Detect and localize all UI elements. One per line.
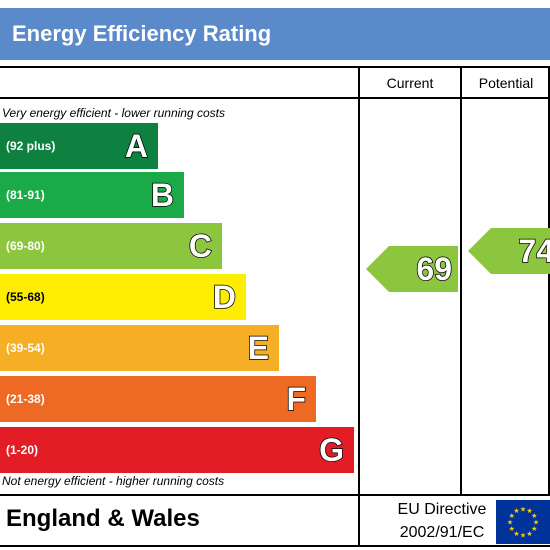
potential-rating-label-wrap: 74 bbox=[468, 228, 550, 274]
band-range: (55-68) bbox=[6, 290, 45, 304]
footer-divider bbox=[0, 494, 550, 496]
star-icon: ★ bbox=[509, 512, 515, 520]
region-label: England & Wales bbox=[6, 505, 200, 532]
band-a: (92 plus) A bbox=[0, 123, 158, 169]
eu-directive-line2: 2002/91/EC bbox=[399, 524, 485, 541]
band-range: (69-80) bbox=[6, 239, 45, 253]
column-divider bbox=[460, 66, 462, 496]
star-icon: ★ bbox=[513, 530, 519, 538]
star-icon: ★ bbox=[531, 512, 537, 520]
band-letter: E bbox=[247, 329, 270, 367]
eu-directive-text: EU Directive 2002/91/EC bbox=[392, 498, 492, 544]
column-header-potential: Potential bbox=[478, 75, 534, 91]
star-icon: ★ bbox=[526, 530, 532, 538]
current-rating-label-wrap: 69 bbox=[366, 246, 458, 292]
band-letter: F bbox=[286, 380, 307, 418]
eu-flag-icon: ★★★★★★★★★ ★ ★★ bbox=[496, 500, 550, 544]
star-icon: ★ bbox=[513, 507, 519, 515]
star-icon: ★ bbox=[533, 519, 539, 527]
band-range: (1-20) bbox=[6, 443, 39, 457]
page-title: Energy Efficiency Rating bbox=[0, 8, 550, 60]
band-letter: B bbox=[150, 176, 175, 214]
rating-frame bbox=[0, 66, 550, 547]
band-range: (92 plus) bbox=[6, 139, 56, 153]
star-icon: ★ bbox=[520, 506, 526, 514]
current-rating-value: 69 bbox=[416, 250, 453, 288]
star-icon: ★ bbox=[531, 525, 537, 533]
column-divider bbox=[548, 66, 550, 496]
star-icon: ★ bbox=[526, 507, 532, 515]
star-icon: ★ bbox=[520, 532, 526, 540]
current-rating-arrow bbox=[366, 246, 458, 292]
band-g: (1-20) G bbox=[0, 427, 354, 473]
column-header-current: Current bbox=[386, 75, 434, 91]
header-divider bbox=[0, 97, 550, 99]
band-b: (81-91) B bbox=[0, 172, 184, 218]
bottom-caption: Not energy efficient - higher running co… bbox=[2, 474, 225, 488]
band-range: (81-91) bbox=[6, 188, 45, 202]
band-d: (55-68) D bbox=[0, 274, 246, 320]
band-c: (69-80) C bbox=[0, 223, 222, 269]
column-divider bbox=[358, 66, 360, 547]
potential-rating-value: 74 bbox=[518, 232, 550, 270]
potential-rating-arrow bbox=[468, 228, 550, 274]
star-icon: ★ bbox=[509, 525, 515, 533]
band-letter: G bbox=[318, 431, 344, 469]
star-icon: ★ bbox=[507, 519, 513, 527]
band-letter: A bbox=[124, 127, 149, 165]
top-caption: Very energy efficient - lower running co… bbox=[2, 106, 225, 120]
band-letter: D bbox=[212, 278, 237, 316]
band-range: (21-38) bbox=[6, 392, 45, 406]
band-letter: C bbox=[188, 227, 213, 265]
band-f: (21-38) F bbox=[0, 376, 316, 422]
eu-directive-line1: EU Directive bbox=[397, 501, 487, 518]
band-e: (39-54) E bbox=[0, 325, 279, 371]
band-range: (39-54) bbox=[6, 341, 45, 355]
